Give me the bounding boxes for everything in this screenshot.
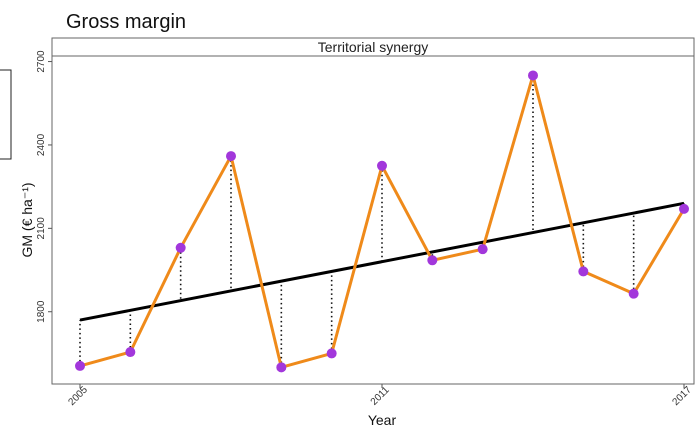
panel-strip-label: Territorial synergy [318, 39, 428, 55]
data-point [578, 266, 589, 277]
data-point [125, 347, 136, 358]
data-point [175, 242, 186, 253]
y-tick-label: 2700 [36, 50, 47, 73]
legend-box [0, 69, 12, 160]
data-point [377, 160, 387, 171]
y-tick-label: 2400 [36, 133, 47, 156]
data-point [427, 255, 438, 266]
data-point [528, 70, 538, 81]
plot-frame [51, 55, 695, 385]
x-tick-label: 2005 [66, 384, 90, 408]
x-axis-label: Year [368, 412, 397, 427]
y-axis: 1800 2100 2400 2700 [36, 50, 52, 323]
data-points [75, 70, 689, 373]
x-tick-label: 2011 [369, 384, 392, 407]
data-point [226, 151, 236, 162]
y-tick-label: 1800 [36, 300, 47, 323]
chart-title: Gross margin [66, 11, 186, 33]
data-point [326, 348, 337, 359]
x-axis: 2005 2011 2017 [66, 384, 694, 408]
trend-line [79, 201, 685, 322]
data-point [276, 362, 287, 373]
data-point [628, 288, 639, 299]
x-tick-label: 2017 [670, 384, 694, 408]
data-point [75, 360, 85, 371]
data-point [679, 203, 689, 214]
y-tick-label: 2100 [36, 217, 47, 240]
y-axis-label: GM (€ ha⁻¹) [19, 182, 35, 257]
data-point [477, 244, 488, 255]
